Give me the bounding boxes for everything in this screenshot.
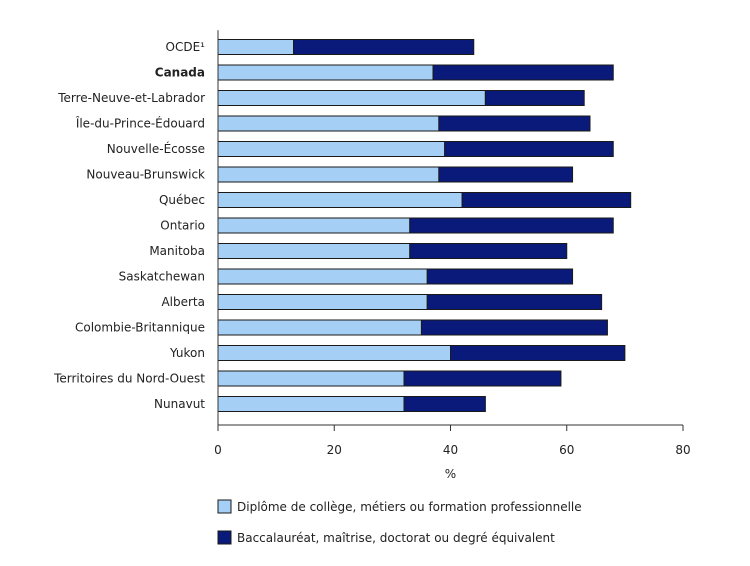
bar-nunavut-series-0: [217, 396, 405, 412]
category-label-saskatchewan: Saskatchewan: [119, 270, 205, 284]
x-tick-label-40: 40: [443, 443, 458, 457]
category-label-nouveau-brunswick: Nouveau-Brunswick: [86, 168, 205, 182]
bar-canada-series-1: [432, 64, 614, 81]
bar-yukon-series-1: [450, 345, 626, 361]
category-labels: OCDE¹ Canada Terre-Neuve-et-Labrador Île-du…: [53, 40, 205, 411]
bar-territoires-du-nord-ouest-series-1: [403, 370, 562, 387]
bar-marks: [217, 39, 632, 412]
bar-alberta-series-0: [217, 294, 428, 310]
category-label-manitoba: Manitoba: [149, 244, 205, 258]
bar-quebec-series-0: [217, 192, 463, 208]
bar-terre-neuve-et-labrador-series-0: [217, 90, 486, 106]
bar-colombie-britannique-series-0: [217, 319, 422, 336]
legend-swatch-university: [217, 530, 232, 545]
category-label-territoires-du-nord-ouest: Territoires du Nord-Ouest: [53, 372, 205, 386]
legend-label-college: Diplôme de collège, métiers ou formation…: [237, 500, 582, 514]
category-label-canada: Canada: [155, 66, 205, 80]
category-label-ontario: Ontario: [160, 219, 205, 233]
bar-colombie-britannique-series-1: [420, 319, 608, 336]
x-tick-label-80: 80: [675, 443, 690, 457]
category-label-terre-neuve-et-labrador: Terre-Neuve-et-Labrador: [57, 91, 205, 105]
legend: Diplôme de collège, métiers ou formation…: [217, 499, 582, 545]
bar-ocde-series-1: [293, 39, 475, 55]
bar-alberta-series-1: [426, 294, 603, 310]
category-label-yukon: Yukon: [169, 346, 205, 360]
bar-ocde-series-0: [217, 39, 295, 55]
category-label-nouvelle-ecosse: Nouvelle-Écosse: [107, 141, 205, 156]
category-label-quebec: Québec: [159, 193, 205, 207]
category-label-nunavut: Nunavut: [154, 397, 205, 411]
bar-quebec-series-1: [461, 192, 632, 208]
bar-canada-series-0: [217, 64, 434, 81]
bar-nunavut-series-1: [403, 396, 486, 412]
bar-saskatchewan-series-1: [426, 268, 574, 285]
category-label-alberta: Alberta: [161, 295, 205, 309]
x-axis-ticks: 0 20 40 60 80: [214, 425, 691, 457]
bar-terre-neuve-et-labrador-series-1: [484, 90, 585, 106]
category-label-ile-du-prince-edouard: Île-du-Prince-Édouard: [75, 116, 205, 131]
category-label-ocde: OCDE¹: [166, 40, 206, 54]
bar-saskatchewan-series-0: [217, 268, 428, 285]
bar-ontario-series-1: [409, 217, 614, 234]
bar-ile-du-prince-edouard-series-0: [217, 115, 440, 132]
legend-swatch-college: [217, 499, 232, 514]
bar-yukon-series-0: [217, 345, 451, 361]
bar-territoires-du-nord-ouest-series-0: [217, 370, 405, 387]
bar-ile-du-prince-edouard-series-1: [438, 115, 591, 132]
x-tick-label-0: 0: [214, 443, 222, 457]
category-label-colombie-britannique: Colombie-Britannique: [75, 321, 205, 335]
bar-manitoba-series-0: [217, 243, 411, 259]
bar-ontario-series-0: [217, 217, 411, 234]
bar-nouvelle-ecosse-series-0: [217, 141, 446, 157]
bar-manitoba-series-1: [409, 243, 568, 259]
x-axis-title: %: [445, 467, 456, 481]
x-tick-label-20: 20: [327, 443, 342, 457]
legend-label-university: Baccalauréat, maîtrise, doctorat ou degr…: [237, 531, 555, 545]
bar-nouveau-brunswick-series-0: [217, 166, 440, 183]
bar-nouveau-brunswick-series-1: [438, 166, 574, 183]
bar-nouvelle-ecosse-series-1: [444, 141, 614, 157]
x-tick-label-60: 60: [559, 443, 574, 457]
